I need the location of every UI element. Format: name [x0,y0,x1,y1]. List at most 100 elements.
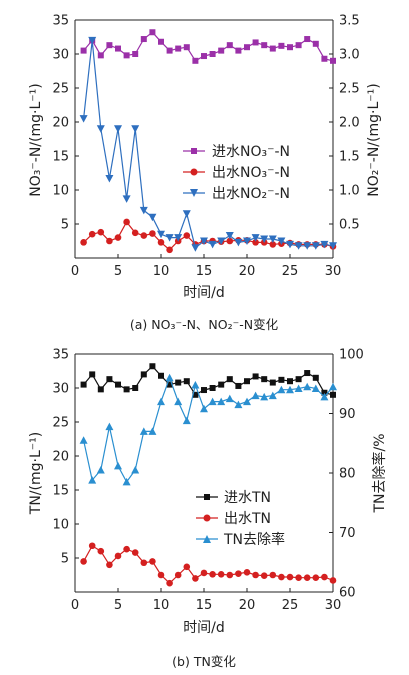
chart-a-y-left-tick-label: 30 [52,48,69,63]
series-b [79,363,337,587]
chart-a-series-2-point [260,235,269,243]
chart-a-series-0-point [330,57,336,64]
chart-b-series-1-point [252,571,259,579]
chart-a-series-0-line [83,31,334,62]
chart-b-series-0-point [312,374,319,381]
chart-a-series-2-point [174,234,183,242]
chart-a-series-0-point [183,44,190,51]
chart-a-series-2-line [83,40,334,249]
chart-b-series-0-point [123,386,130,393]
chart-a-series-1-point [183,232,191,239]
y-axis-right-label-a: NO₂⁻-N/(mg·L⁻¹) [366,83,382,196]
chart-a-y-left-tick-label: 35 [52,14,69,29]
chart-b-series-2 [79,373,337,486]
chart-a-series-0-point [312,40,319,47]
chart-b-y-left-tick-label: 5 [61,552,69,567]
legend-marker-effluent-no2 [190,189,198,197]
chart-a-x-tick-label: 0 [71,264,79,279]
chart-a-x-tick-label: 10 [153,264,170,279]
chart-b-series-1-point [149,558,156,565]
x-axis-label-a: 时间/d [183,285,225,301]
legend-label-effluent-no2: 出水NO₂⁻-N [212,186,290,202]
chart-b-series-2-point [277,385,286,394]
legend-label-influent-tn: 进水TN [224,490,271,506]
chart-b-series-0-point [209,385,216,391]
chart-a-series-0-point [261,42,268,49]
chart-b-series-0-point [330,391,336,398]
chart-b-series-1-point [114,552,122,560]
chart-a-series-1-point [80,239,87,246]
chart-b-series-2-point [225,394,234,403]
chart-a-series-2-point [96,125,105,133]
chart-b-series-1-point [140,559,148,567]
chart-b-series-1-point [200,569,208,577]
chart-b-y-left-tick-label: 20 [52,450,69,465]
legend-item-tn-removal: TN去除率 [196,531,285,548]
chart-b-series-0-point [192,391,199,398]
chart-b-series-0-point [287,378,293,385]
chart-b-series-2-point [191,380,200,389]
chart-a-series-2-point [165,234,174,242]
chart-a-series-2-point [139,206,148,215]
chart-b-series-2-point [303,382,312,391]
chart-b-series-2-point [131,466,140,474]
chart-b-series-0-point [158,372,164,379]
chart-b-series-2-point [174,397,183,406]
chart-panel-a: 0 5 10 15 20 25 30 5 10 15 20 25 30 35 0.5 1.0 1.5 2.0 2.5… [28,14,382,333]
chart-a-series-0-point [278,42,285,49]
chart-b-series-0-point [235,382,242,389]
chart-a-x-tick-label: 5 [114,264,122,279]
chart-panel-b: 0 5 10 15 20 25 30 5 10 15 20 25 30 35 60 70 80 90 100 TN/… [28,348,388,670]
chart-b-series-2-point [182,416,191,425]
chart-b-series-2-point [200,404,208,413]
chart-b-y-left-tick-label: 35 [52,348,69,363]
chart-b-y-right-tick-label: 70 [339,526,356,541]
chart-a-series-0-point [321,55,328,62]
chart-b-series-1-point [295,574,302,582]
chart-a-series-1-point [97,228,105,236]
chart-a-series-0-point [132,51,139,57]
legend-label-tn-removal: TN去除率 [223,531,285,548]
chart-a-series-1-point [106,237,113,245]
chart-b-series-1-point [97,547,105,555]
chart-b-series-0-point [295,376,302,383]
legend-marker-tn-removal [203,535,211,543]
chart-b-series-1-point [226,571,234,579]
chart-a-x-tick-label: 25 [282,264,299,279]
chart-b-series-0-point [244,378,250,385]
chart-b-series-2-point [243,397,251,406]
chart-a-series-1-point [226,237,234,245]
legend-item-influent-no3: 进水NO₃⁻-N [183,144,290,160]
chart-a-series-2-point [320,240,329,249]
chart-a-series-0-point [287,44,293,51]
chart-b-series-1 [80,542,337,587]
chart-a-series-0-point [201,53,207,60]
legend-label-influent-no3: 进水NO₃⁻-N [212,144,290,160]
chart-a-series-1-point [131,229,139,237]
chart-b-series-2-point [329,382,337,391]
chart-a-series-1-point [149,230,156,237]
chart-a-y-right-tick-label: 1.0 [339,184,360,199]
chart-a-y-right-tick-label: 2.0 [339,116,360,131]
chart-b-series-2-point [286,385,294,394]
chart-b-series-2-point [139,427,148,435]
chart-a-x-tick-label: 15 [196,264,213,279]
legend-item-effluent-tn: 出水TN [196,511,271,527]
chart-b-series-1-point [183,563,191,571]
chart-a-series-2 [79,36,337,252]
chart-a-series-2-point [277,237,286,245]
chart-a-series-1-point [269,241,277,248]
legend-a: 进水NO₃⁻-N 出水NO₃⁻-N 出水NO₂⁻-N [183,144,290,202]
legend-item-effluent-no2: 出水NO₂⁻-N [183,186,290,202]
chart-a-series-2-point [329,242,337,250]
legend-label-effluent-tn: 出水TN [224,511,271,527]
chart-a-series-0-point [304,36,311,43]
chart-b-series-0-point [261,376,268,383]
chart-a-series-0-point [158,38,164,45]
chart-a-series-2-point [157,230,165,239]
chart-a-series-2-point [251,234,260,242]
chart-b-y-left-tick-label: 25 [52,416,69,431]
legend-label-effluent-no3: 出水NO₃⁻-N [212,165,290,181]
chart-b-series-0-point [175,379,182,386]
chart-b-series-2-point [122,477,131,486]
